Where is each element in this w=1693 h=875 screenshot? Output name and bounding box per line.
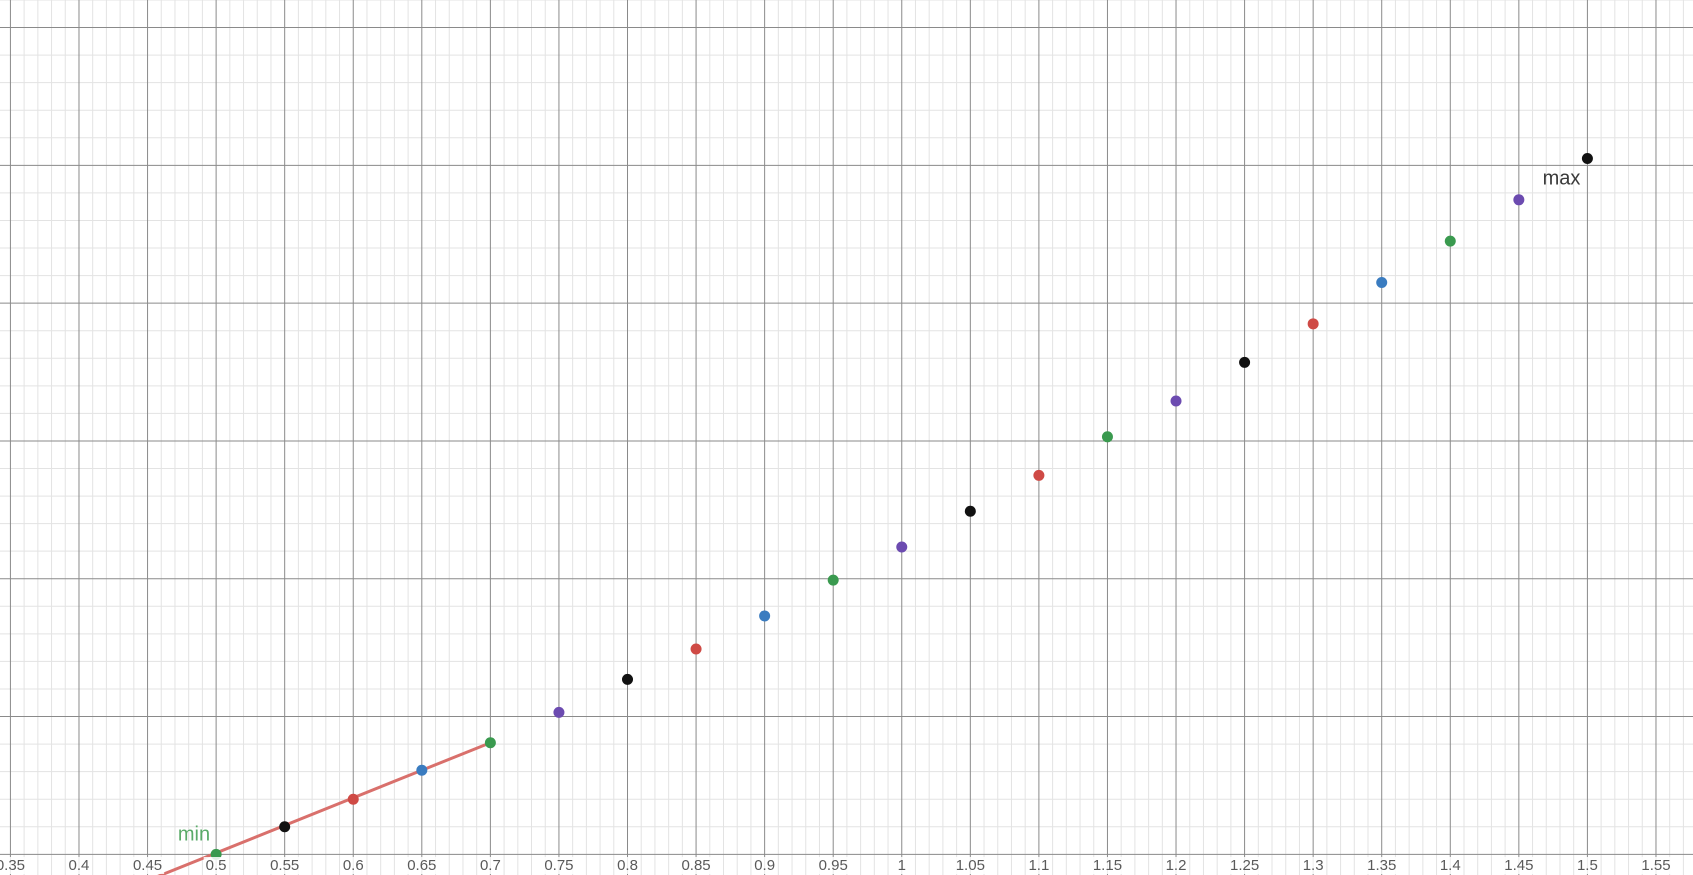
data-points-layer [210, 152, 1593, 860]
x-tick-label: 1.5 [1577, 857, 1598, 874]
x-tick-label: 0.9 [754, 857, 775, 874]
line-segment-layer [120, 741, 492, 875]
point-labels-layer: min max [178, 167, 1581, 845]
x-tick-label: 1.25 [1230, 857, 1259, 874]
x-tick-label: 0.7 [480, 857, 501, 874]
x-tick-label: 1.05 [956, 857, 985, 874]
x-tick-label: 1.3 [1303, 857, 1324, 874]
data-point[interactable] [827, 574, 839, 586]
x-tick-label: 1.1 [1028, 857, 1049, 874]
tick-label-background [405, 857, 439, 874]
tick-label-background [66, 857, 92, 874]
tick-label-background [1026, 857, 1052, 874]
x-tick-label: 1 [898, 857, 906, 874]
data-point[interactable] [553, 706, 565, 718]
data-point[interactable] [1581, 152, 1593, 164]
tick-label-background [953, 857, 987, 874]
data-point[interactable] [347, 793, 359, 805]
x-tick-label: 1.55 [1641, 857, 1670, 874]
tick-label-background [1163, 857, 1189, 874]
data-point[interactable] [1513, 194, 1525, 206]
data-point[interactable] [1444, 235, 1456, 247]
data-point[interactable] [1033, 469, 1045, 481]
tick-label-background [130, 857, 165, 874]
data-point[interactable] [964, 505, 976, 517]
x-tick-label: 0.75 [544, 857, 573, 874]
x-tick-label: 1.15 [1093, 857, 1122, 874]
tick-label-background [1227, 857, 1262, 874]
tick-label-background [0, 857, 28, 874]
data-point[interactable] [1307, 318, 1319, 330]
tick-label-background [477, 857, 503, 874]
x-tick-label: 0.8 [617, 857, 638, 874]
x-tick-label: 1.4 [1440, 857, 1461, 874]
x-tick-label: 1.35 [1367, 857, 1396, 874]
x-tick-label: 0.55 [270, 857, 299, 874]
point-label-min: min [178, 823, 210, 845]
tick-label-background [1300, 857, 1326, 874]
data-point[interactable] [484, 737, 496, 749]
data-point[interactable] [759, 610, 771, 622]
data-point[interactable] [1170, 395, 1182, 407]
tick-label-background [895, 857, 908, 874]
tick-label-background [1437, 857, 1463, 874]
x-tick-label: 0.5 [206, 857, 227, 874]
x-tick-label: 0.4 [69, 857, 90, 874]
x-tick-label: 0.95 [819, 857, 848, 874]
data-point[interactable] [1101, 431, 1113, 443]
tick-label-background [340, 857, 366, 874]
tick-label-background [1639, 857, 1673, 874]
x-tick-label: 0.65 [407, 857, 436, 874]
tick-label-background [1502, 857, 1536, 874]
tick-label-background [816, 857, 850, 874]
data-point[interactable] [1376, 276, 1388, 288]
x-tick-label: 1.2 [1166, 857, 1187, 874]
tick-label-background [203, 857, 229, 874]
point-label-max: max [1543, 167, 1581, 189]
x-tick-label: 0.6 [343, 857, 364, 874]
data-point[interactable] [1239, 356, 1251, 368]
data-point[interactable] [279, 821, 291, 833]
data-point[interactable] [622, 673, 634, 685]
x-tick-label: 1.45 [1504, 857, 1533, 874]
tick-label-background [1365, 857, 1399, 874]
x-tick-label: 0.35 [0, 857, 25, 874]
x-axis-tick-labels: 0.35 0.4 0.45 0.5 0.55 0.6 0.65 0.7 0.75 0.8 0.85 0… [0, 857, 1673, 874]
tick-label-background [268, 857, 302, 874]
data-point[interactable] [690, 643, 702, 655]
x-tick-label: 0.45 [133, 857, 162, 874]
x-tick-label: 0.85 [681, 857, 710, 874]
tick-label-background [679, 857, 713, 874]
tick-label-background [1574, 857, 1600, 874]
tick-label-background [615, 857, 640, 874]
tick-label-background [542, 857, 576, 874]
line-segment[interactable] [120, 741, 492, 875]
data-point[interactable] [416, 764, 428, 776]
tick-label-background [752, 857, 778, 874]
data-point[interactable] [896, 541, 908, 553]
tick-label-background [1090, 857, 1125, 874]
